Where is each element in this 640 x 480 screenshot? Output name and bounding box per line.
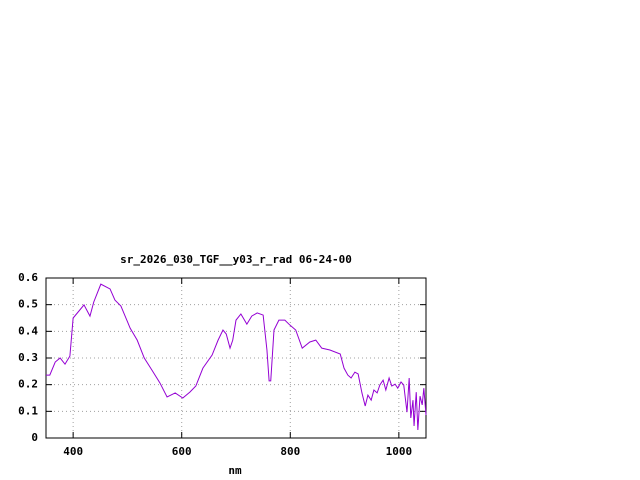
y-tick-label: 0.2: [18, 378, 38, 391]
x-tick-label: 800: [280, 445, 300, 458]
y-tick-label: 0.3: [18, 351, 38, 364]
x-tick-label: 1000: [386, 445, 413, 458]
x-tick-label: 400: [63, 445, 83, 458]
data-line: [46, 283, 427, 431]
y-tick-label: 0: [31, 431, 38, 444]
y-tick-label: 0.1: [18, 404, 38, 417]
y-tick-label: 0.5: [18, 298, 38, 311]
x-axis-label: nm: [228, 464, 242, 477]
y-tick-label: 0.4: [18, 324, 38, 337]
x-tick-label: 600: [172, 445, 192, 458]
plot-frame: [45, 277, 427, 439]
chart-title: sr_2026_030_TGF__y03_r_rad 06-24-00: [120, 253, 352, 266]
y-tick-label: 0.6: [18, 271, 38, 284]
